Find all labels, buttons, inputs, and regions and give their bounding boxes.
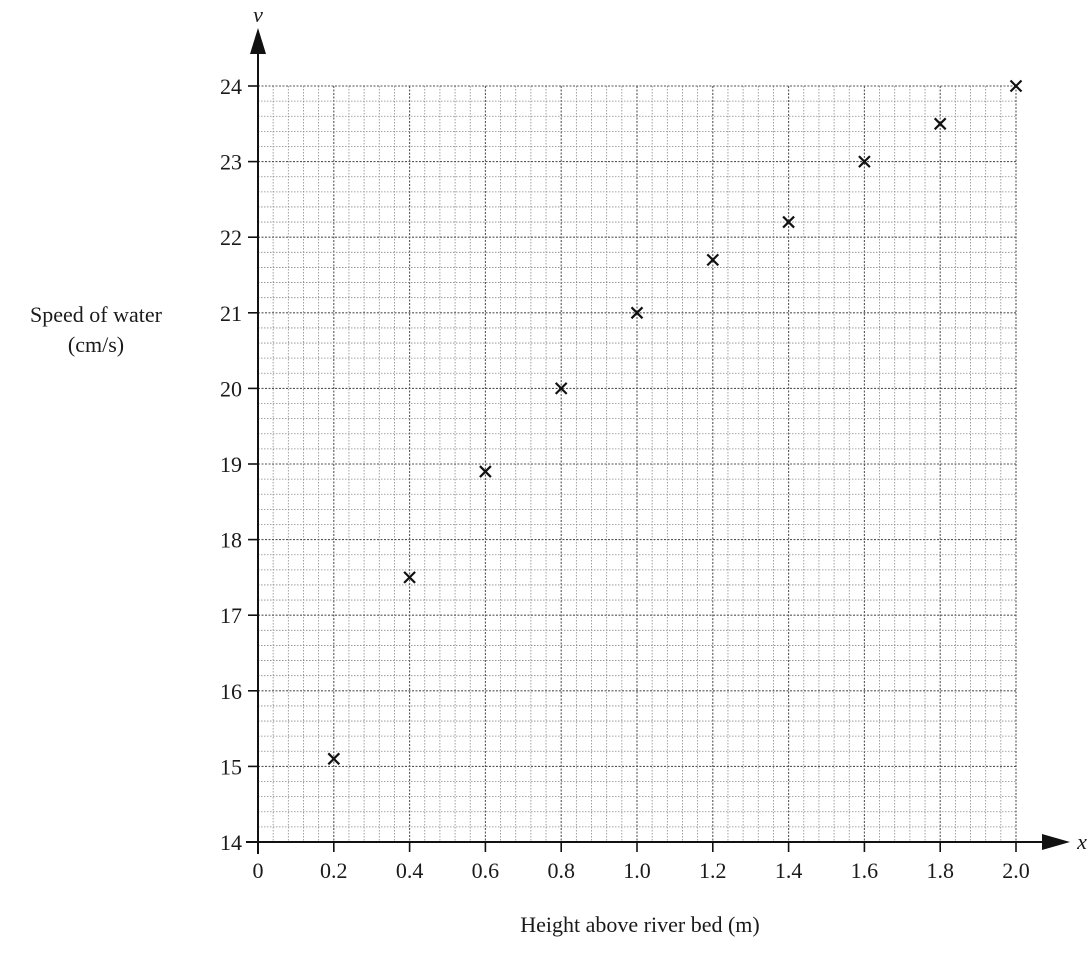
y-tick-label: 17 [220, 603, 242, 628]
y-axis-label-line-2: (cm/s) [68, 332, 124, 357]
data-point [858, 155, 871, 168]
y-tick-label: 24 [220, 74, 242, 99]
y-tick-label: 16 [220, 679, 242, 704]
data-point [706, 253, 720, 267]
y-tick-label: 22 [220, 225, 242, 250]
grid [257, 85, 1017, 843]
x-tick-label: 1.4 [775, 858, 803, 883]
x-tick-label: 2.0 [1002, 858, 1030, 883]
marker-stroke [858, 155, 871, 168]
y-tick-label: 15 [220, 754, 242, 779]
y-variable-label: v [253, 2, 263, 27]
marker-stroke [933, 117, 947, 131]
y-tick-label: 23 [220, 150, 242, 175]
axis-labels: Speed of water (cm/s) Height above river… [30, 2, 1087, 937]
data-point [630, 306, 644, 320]
data-point [327, 752, 341, 766]
x-axis-arrow [1042, 834, 1070, 850]
marker-stroke [403, 571, 416, 584]
axes [246, 28, 1070, 854]
data-point [403, 571, 416, 584]
marker-stroke [706, 253, 720, 267]
y-tick-label: 19 [220, 452, 242, 477]
y-tick-label: 18 [220, 528, 242, 553]
x-tick-label: 1.6 [851, 858, 879, 883]
y-tick-label: 20 [220, 376, 242, 401]
x-tick-label: 0 [253, 858, 264, 883]
marker-stroke [630, 306, 644, 320]
x-variable-label: x [1076, 829, 1087, 854]
tick-labels: 14 15 16 17 18 19 20 21 22 23 24 0 0.2 0.4 0.6 0.8 1.0 1.… [220, 74, 1030, 883]
marker-stroke [479, 465, 492, 478]
data-points [327, 79, 1023, 766]
data-point [554, 382, 568, 395]
y-axis-label-line-1: Speed of water [30, 302, 163, 327]
y-axis-arrow [250, 28, 266, 54]
x-tick-label: 0.8 [547, 858, 575, 883]
marker-stroke [782, 215, 795, 229]
x-axis-label: Height above river bed (m) [520, 912, 759, 937]
x-tick-label: 0.2 [320, 858, 348, 883]
x-tick-label: 1.2 [699, 858, 727, 883]
x-tick-label: 0.4 [396, 858, 424, 883]
data-point [933, 117, 947, 131]
data-point [782, 215, 795, 229]
x-tick-label: 0.6 [472, 858, 500, 883]
y-tick-label: 14 [220, 830, 242, 855]
data-point [479, 465, 492, 478]
data-point [1009, 79, 1023, 93]
x-tick-label: 1.8 [926, 858, 954, 883]
marker-stroke [554, 382, 568, 395]
y-tick-label: 21 [220, 301, 242, 326]
marker-stroke [327, 752, 341, 766]
marker-stroke [1009, 79, 1023, 93]
x-tick-label: 1.0 [623, 858, 651, 883]
